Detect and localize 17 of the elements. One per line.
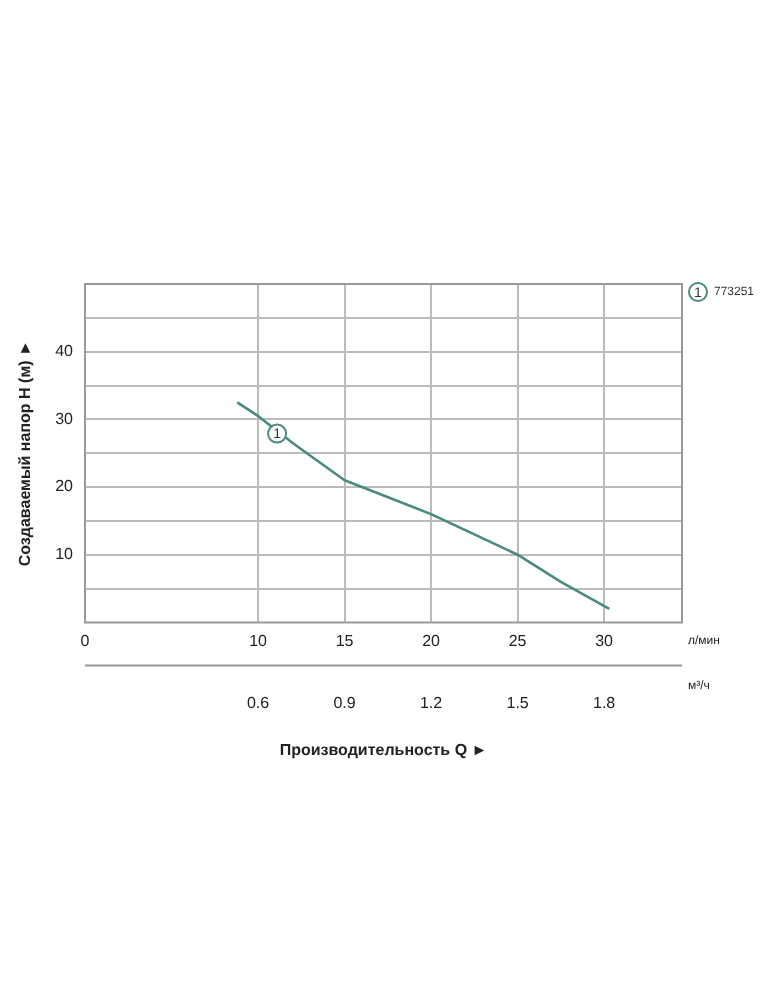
x-axis-title: Производительность Q ►	[279, 740, 488, 759]
x-tick-label: 20	[422, 632, 442, 651]
y-tick-label: 10	[55, 545, 75, 564]
x-tick-label: 10	[249, 632, 269, 651]
x-tick-label: 25	[508, 632, 528, 651]
x-tick-label: 15	[335, 632, 355, 651]
x2-tick-label: 1.5	[506, 693, 530, 712]
y-tick-label: 40	[55, 342, 75, 361]
x2-tick-label: 1.8	[593, 693, 617, 712]
y-tick-label: 30	[55, 409, 75, 428]
x-tick-label: 0	[80, 632, 91, 651]
y-axis-title: Создаваемый напор H (м) ►	[16, 340, 35, 567]
x2-tick-label: 0.9	[333, 693, 357, 712]
y-tick-label: 20	[55, 477, 75, 496]
x2-tick-label: 1.2	[419, 693, 444, 712]
x2-tick-label: 0.6	[246, 693, 271, 712]
x-tick-label: 30	[595, 632, 615, 651]
